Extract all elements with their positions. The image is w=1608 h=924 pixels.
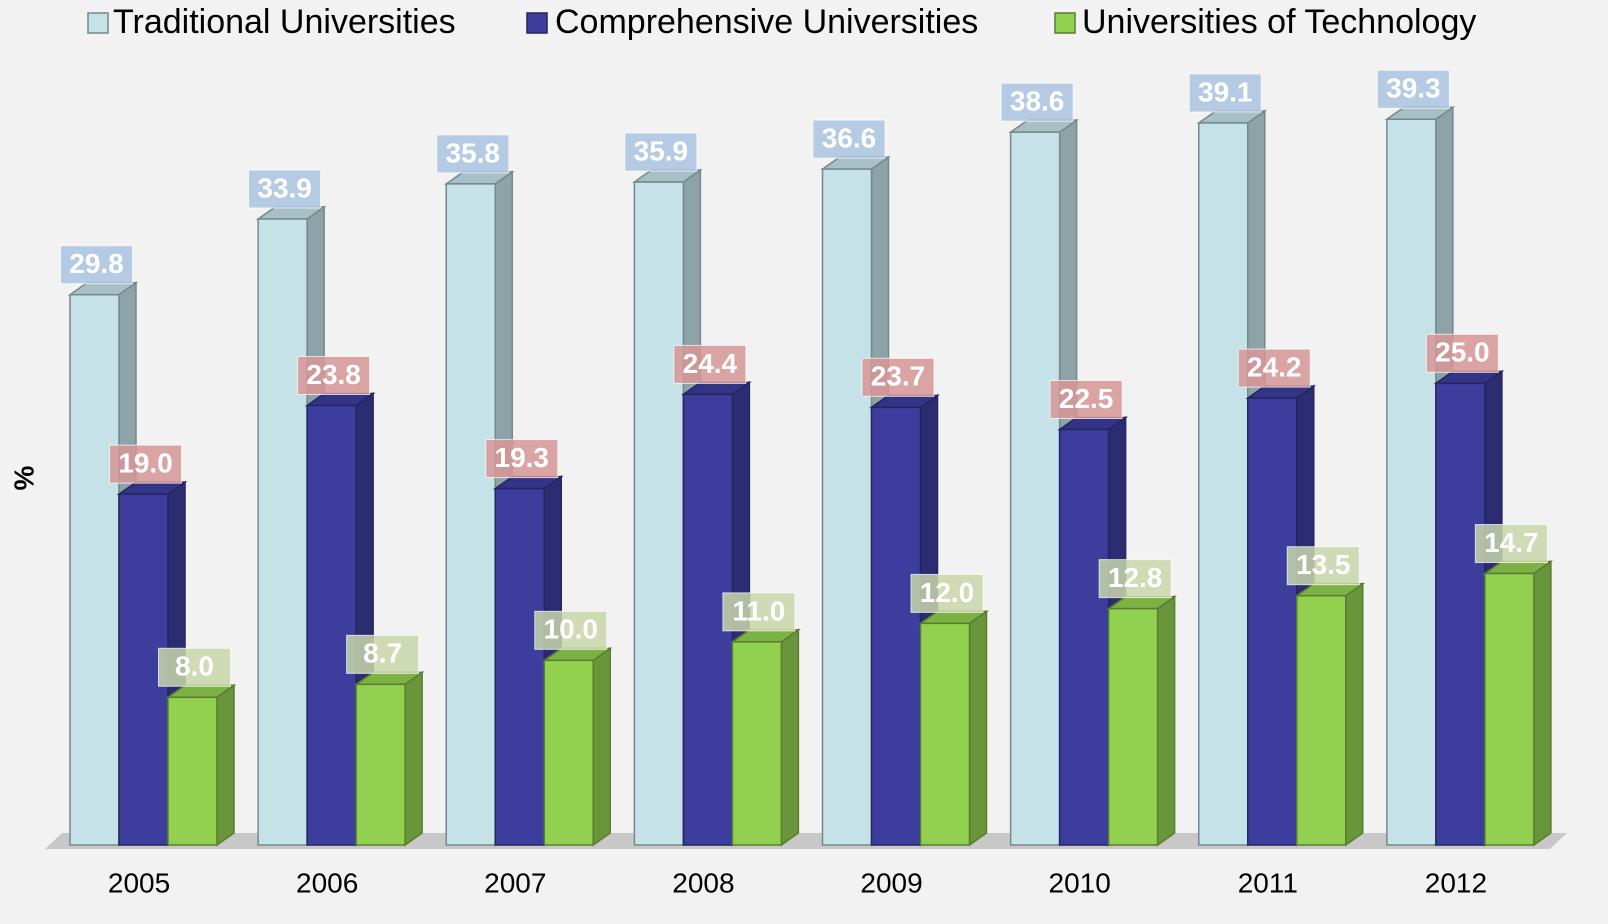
bar-side	[1345, 582, 1364, 847]
value-label-bg	[158, 647, 231, 687]
value-label-bg	[812, 119, 886, 159]
value-label-bg	[346, 634, 420, 674]
value-label-bg	[673, 344, 747, 384]
value-label: 33.9	[257, 172, 312, 203]
value-label: 12.0	[920, 577, 975, 608]
x-tick-label: 2006	[296, 867, 358, 898]
bar-side	[1156, 595, 1176, 847]
value-label: 22.5	[1059, 383, 1114, 414]
value-label-bg	[1237, 348, 1311, 388]
value-label-bg	[722, 592, 796, 632]
value-label: 8.0	[175, 651, 214, 682]
value-label-bg	[109, 444, 182, 484]
value-label: 39.1	[1198, 76, 1253, 107]
y-axis-label: %	[8, 465, 39, 490]
value-label: 19.3	[495, 442, 550, 473]
bar	[870, 406, 922, 846]
bar-side	[404, 670, 423, 847]
value-label-bg	[910, 573, 984, 613]
legend-label: Universities of Technology	[1082, 3, 1476, 41]
value-label-bg	[60, 245, 133, 285]
bar	[543, 659, 594, 846]
value-label: 24.2	[1247, 351, 1302, 382]
x-tick-label: 2010	[1049, 867, 1111, 898]
value-label-bg	[1425, 333, 1499, 373]
bar	[257, 218, 308, 846]
value-label: 12.8	[1108, 562, 1163, 593]
value-label: 23.8	[306, 359, 361, 390]
value-label-bg	[1286, 546, 1360, 586]
bar-side	[780, 628, 800, 847]
x-tick-label: 2007	[484, 867, 546, 898]
bar-side	[968, 609, 988, 847]
bar	[1009, 131, 1061, 846]
value-label: 38.6	[1010, 86, 1065, 117]
bar	[1107, 607, 1159, 846]
bar	[445, 183, 496, 846]
value-label-bg	[1474, 524, 1548, 564]
bar	[1435, 382, 1486, 846]
bar-side	[592, 646, 611, 847]
value-label: 19.0	[118, 448, 173, 479]
bar	[633, 181, 685, 846]
legend-label: Traditional Universities	[113, 3, 456, 41]
floor	[45, 833, 1567, 849]
x-tick-label: 2009	[860, 867, 922, 898]
value-label-bg	[624, 132, 698, 172]
value-label: 25.0	[1435, 337, 1490, 368]
value-label: 8.7	[363, 638, 402, 669]
value-label: 36.6	[822, 123, 877, 154]
x-tick-label: 2012	[1425, 867, 1487, 898]
value-label-bg	[1000, 82, 1074, 122]
bar	[1386, 118, 1437, 846]
bar	[821, 168, 873, 846]
legend-swatch	[87, 12, 109, 34]
x-tick-label: 2011	[1238, 867, 1298, 898]
bar	[1198, 122, 1249, 846]
value-label-bg	[248, 169, 322, 209]
bar	[1247, 397, 1298, 846]
value-label-bg	[861, 357, 935, 397]
value-label-bg	[1049, 380, 1123, 419]
bar	[355, 683, 406, 846]
x-tick-label: 2008	[672, 867, 734, 898]
value-label: 11.0	[732, 595, 785, 626]
bar	[69, 293, 120, 846]
value-label: 24.4	[683, 348, 738, 379]
value-label: 23.7	[871, 361, 926, 392]
bar	[306, 404, 357, 846]
legend-label: Comprehensive Universities	[555, 3, 978, 41]
value-label-bg	[297, 355, 371, 395]
value-label-bg	[1098, 559, 1172, 599]
value-label: 13.5	[1296, 549, 1351, 580]
bar	[1058, 428, 1110, 846]
value-label: 35.9	[634, 135, 689, 166]
value-label-bg	[436, 134, 510, 174]
value-label: 10.0	[544, 614, 599, 645]
bar-side	[1533, 560, 1552, 847]
value-label: 29.8	[69, 248, 124, 279]
bar	[919, 622, 971, 846]
value-label-bg	[534, 610, 608, 650]
bar	[494, 487, 545, 846]
bar	[731, 641, 783, 846]
value-label: 39.3	[1386, 73, 1441, 104]
bar-side	[216, 683, 235, 847]
legend-swatch	[526, 12, 548, 34]
value-label: 35.8	[446, 137, 501, 168]
x-tick-label: 2005	[108, 867, 170, 898]
value-label-bg	[485, 439, 559, 479]
bar	[1296, 594, 1347, 846]
value-label-bg	[1376, 69, 1450, 109]
bar	[167, 696, 218, 846]
value-label: 14.7	[1484, 527, 1539, 558]
bar	[1484, 572, 1535, 846]
legend-swatch	[1054, 12, 1076, 34]
value-label-bg	[1188, 73, 1262, 113]
